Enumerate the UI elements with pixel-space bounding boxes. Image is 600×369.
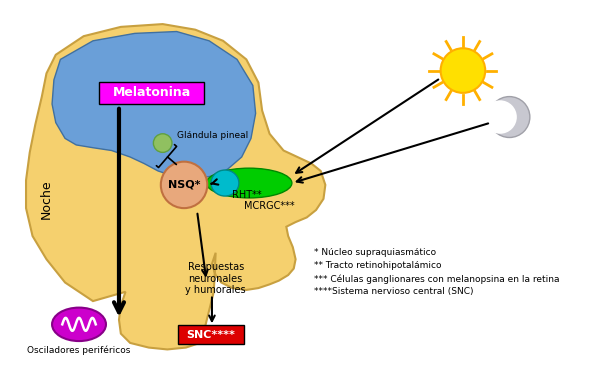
Circle shape: [154, 134, 172, 152]
FancyBboxPatch shape: [178, 325, 244, 344]
Polygon shape: [26, 24, 325, 349]
Text: ** Tracto retinohipotalámico: ** Tracto retinohipotalámico: [314, 261, 442, 270]
Text: SNC****: SNC****: [187, 330, 235, 339]
Text: Noche: Noche: [40, 179, 53, 219]
Ellipse shape: [206, 168, 292, 198]
FancyBboxPatch shape: [100, 82, 203, 104]
Ellipse shape: [52, 308, 106, 341]
Circle shape: [489, 97, 530, 138]
Text: RHT**: RHT**: [232, 190, 262, 200]
Text: MCRGC***: MCRGC***: [244, 201, 295, 211]
Text: * Núcleo supraquiasmático: * Núcleo supraquiasmático: [314, 248, 436, 257]
Text: Respuestas
neuronales
y humorales: Respuestas neuronales y humorales: [185, 262, 246, 295]
Text: ****Sistema nervioso central (SNC): ****Sistema nervioso central (SNC): [314, 287, 473, 296]
Text: Glándula pineal: Glándula pineal: [176, 131, 248, 140]
Circle shape: [161, 162, 207, 208]
Polygon shape: [52, 31, 256, 178]
Text: Melatonina: Melatonina: [112, 86, 191, 99]
Circle shape: [484, 100, 517, 134]
Circle shape: [440, 48, 485, 93]
Text: *** Células ganglionares con melanopsina en la retina: *** Células ganglionares con melanopsina…: [314, 274, 560, 283]
Ellipse shape: [211, 170, 239, 196]
Text: Osciladores periféricos: Osciladores periféricos: [28, 346, 131, 355]
Text: NSQ*: NSQ*: [168, 180, 200, 190]
